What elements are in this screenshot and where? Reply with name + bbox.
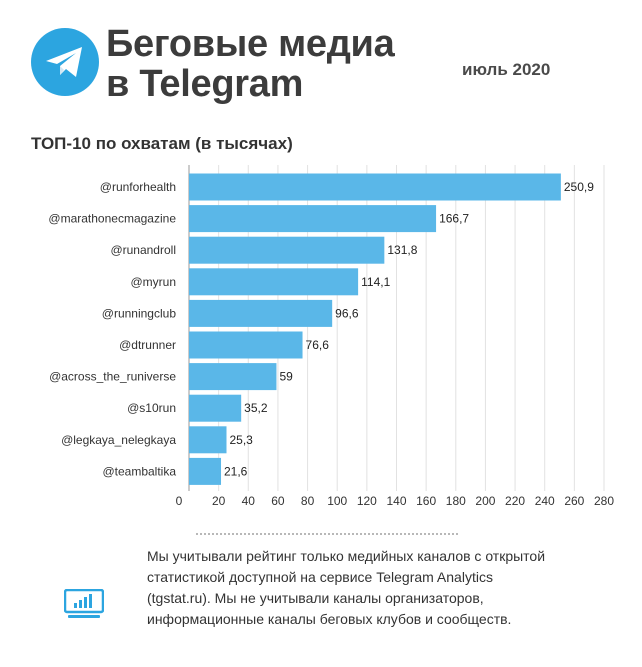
methodology-note: Мы учитывали рейтинг только медийных кан… [147,548,546,627]
data-label: 21,6 [224,464,248,478]
page-title-line2: в Telegram [106,63,304,105]
bar [189,457,222,485]
x-tick-label: 40 [242,494,256,508]
category-label: @teambaltika [102,464,176,478]
bar-chart-monitor-icon [63,588,105,619]
category-label: @s10run [127,401,176,415]
x-tick-label: 140 [386,494,406,508]
category-label: @myrun [130,275,176,289]
x-tick-label: 220 [505,494,525,508]
bar [189,173,561,201]
bar [189,299,333,327]
data-label: 96,6 [335,306,359,320]
category-label: @runningclub [102,306,177,320]
x-tick-label: 260 [564,494,584,508]
chart-title: ТОП-10 по охватам (в тысячах) [31,134,293,153]
bar [189,363,277,391]
x-tick-label: 100 [327,494,347,508]
bar [189,236,385,264]
x-tick-label: 200 [475,494,495,508]
bar [189,394,242,422]
x-tick-label: 160 [416,494,436,508]
x-tick-label: 280 [594,494,614,508]
data-label: 35,2 [244,401,268,415]
category-label: @legkaya_nelegkaya [61,433,176,447]
category-label: @runforhealth [100,180,176,194]
page-title-line1: Беговые медиа [106,23,395,65]
category-label: @marathonecmagazine [48,212,176,226]
x-tick-label: 180 [446,494,466,508]
bar [189,426,227,454]
data-label: 166,7 [439,212,469,226]
data-label: 76,6 [306,338,330,352]
category-label: @runandroll [110,243,176,257]
x-tick-label: 20 [212,494,226,508]
x-tick-label: 60 [271,494,285,508]
bar [189,331,303,359]
bar [189,268,359,296]
x-tick-label: 120 [357,494,377,508]
category-label: @dtrunner [119,338,176,352]
x-tick-label: 0 [176,494,183,508]
data-label: 250,9 [564,180,594,194]
bar-chart: @runforhealth 250,9 @marathonecmagazine 166… [48,165,614,508]
x-tick-label: 80 [301,494,315,508]
data-label: 59 [279,370,293,384]
category-label: @across_the_runiverse [49,370,176,384]
divider [196,533,458,535]
report-date: июль 2020 [462,60,551,79]
telegram-logo-icon [31,28,99,96]
data-label: 131,8 [387,243,417,257]
data-label: 25,3 [229,433,253,447]
x-tick-label: 240 [535,494,555,508]
page-title: Беговые медиа в Telegram [106,23,395,105]
data-label: 114,1 [361,275,390,289]
bar [189,205,437,233]
